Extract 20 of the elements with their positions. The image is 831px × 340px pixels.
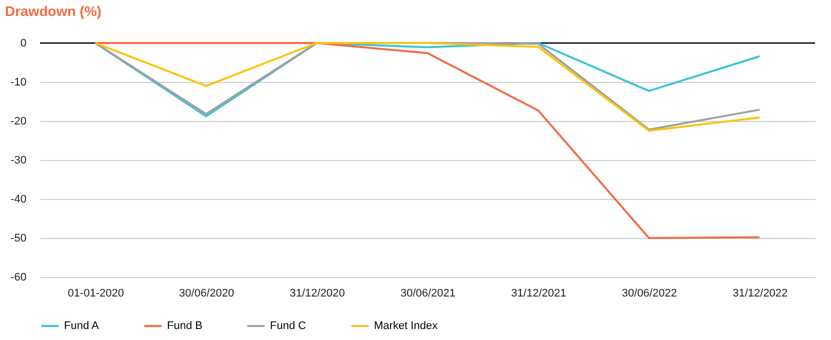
legend-label: Market Index [374, 320, 438, 332]
legend-label: Fund C [270, 320, 306, 332]
x-tick-label: 31/12/2021 [511, 288, 566, 300]
x-tick-label: 30/06/2020 [179, 288, 234, 300]
x-tick-label: 30/06/2022 [622, 288, 677, 300]
chart-title: Drawdown (%) [5, 3, 102, 19]
y-tick-label: -40 [10, 194, 26, 206]
x-tick-label: 31/12/2020 [290, 288, 345, 300]
line-series [94, 42, 761, 239]
x-tick-label: 31/12/2022 [732, 288, 788, 300]
y-tick-label: -20 [10, 116, 26, 128]
legend-label: Fund A [64, 320, 100, 332]
legend-label: Fund B [167, 320, 202, 332]
y-tick-label: -10 [10, 76, 26, 88]
x-tick-label: 01-01-2020 [68, 288, 124, 300]
y-tick-label: 0 [20, 38, 26, 50]
y-tick-label: -50 [10, 232, 26, 244]
y-tick-label: -30 [10, 154, 26, 166]
y-tick-label: -60 [10, 272, 26, 284]
x-tick-label: 30/06/2021 [400, 288, 456, 300]
